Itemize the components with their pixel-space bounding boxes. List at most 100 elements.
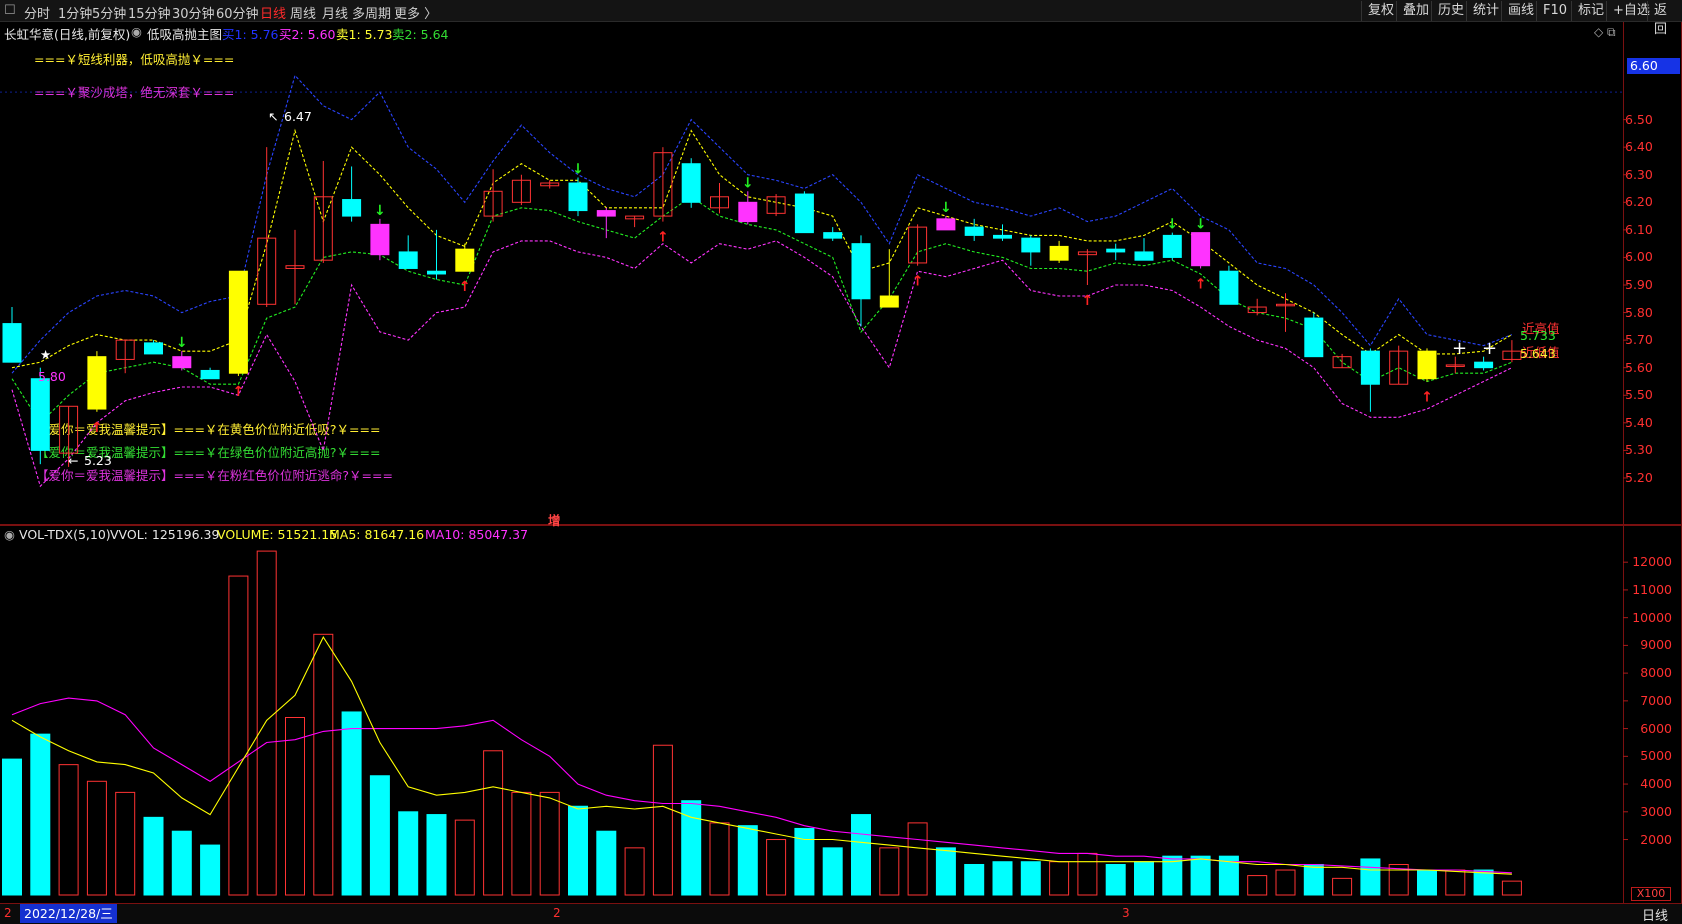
period-multi[interactable]: 多周期 — [352, 7, 392, 22]
candle-body — [851, 243, 871, 300]
volume-axis-tick: 7000 — [1640, 692, 1672, 708]
volume-axis-tick: 5000 — [1640, 748, 1672, 764]
candle-body — [766, 196, 786, 214]
volume-axis-tick: 12000 — [1632, 554, 1672, 570]
buy-arrow-icon: ↑ — [657, 230, 669, 246]
candle-body — [710, 196, 729, 209]
candle-body — [1191, 232, 1211, 267]
candle-body — [398, 251, 418, 269]
price-axis-tick: 5.70 — [1625, 332, 1653, 348]
annot-high: 6.47 — [284, 109, 312, 124]
indicator-toggle-icon[interactable]: ◉ — [131, 24, 142, 39]
annot-zeng: 增 — [548, 513, 561, 528]
candle-body — [879, 295, 899, 308]
volume-axis-tick: 10000 — [1632, 609, 1672, 625]
date-marker-3: 3 — [1122, 906, 1130, 920]
volume-value: VOLUME: 51521.15 — [217, 527, 338, 542]
sell-arrow-icon: ↓ — [176, 335, 188, 351]
readout-buy1: 买1: 5.76 — [222, 27, 279, 42]
sell-arrow-icon: ↓ — [742, 175, 754, 191]
tool-fanhui[interactable]: 返回 — [1647, 1, 1682, 37]
volume-axis-tick: 6000 — [1640, 720, 1672, 736]
volume-bar — [369, 775, 390, 896]
candle-body — [794, 193, 814, 234]
period-fenshi[interactable]: 分时 — [24, 7, 51, 22]
candle-body — [30, 378, 50, 451]
tool-biaoji[interactable]: 标记 — [1571, 1, 1610, 21]
volume-bar — [1134, 861, 1154, 896]
candle-body — [908, 226, 928, 264]
selected-date[interactable]: 2022/12/28/三 — [20, 904, 117, 923]
date-marker-2: 2 — [553, 906, 561, 920]
period-30min[interactable]: 30分钟 — [172, 7, 215, 22]
tool-diejia[interactable]: 叠加 — [1396, 1, 1435, 21]
volume-toggle-icon[interactable]: ◉ — [4, 527, 15, 542]
annot-low-arrow: ← — [68, 453, 79, 468]
period-15min[interactable]: 15分钟 — [128, 7, 171, 22]
price-axis-tick: 5.30 — [1625, 442, 1653, 458]
slogan-line-2: ===￥聚沙成塔，绝无深套￥=== — [34, 85, 235, 100]
sell-arrow-icon: ↓ — [940, 200, 952, 216]
price-axis-tick: 6.30 — [1625, 166, 1653, 182]
price-axis-tick: 6.10 — [1625, 221, 1653, 237]
volume-bar — [1020, 861, 1041, 896]
candle-body — [540, 182, 560, 187]
price-axis-tick: 5.90 — [1625, 277, 1653, 292]
tool-f10[interactable]: F10 — [1536, 1, 1573, 21]
volume-bar — [171, 830, 192, 896]
period-1min[interactable]: 1分钟 — [58, 7, 93, 22]
volume-bar — [1077, 852, 1098, 896]
indicator-name[interactable]: 低吸高抛主图 — [147, 27, 223, 42]
volume-bar — [539, 791, 560, 896]
volume-bar — [596, 830, 617, 896]
buy-arrow-icon: ↑ — [1421, 389, 1433, 405]
volume-bar — [1360, 858, 1381, 896]
sell-arrow-icon: ↓ — [572, 162, 584, 178]
candle-body — [1502, 350, 1522, 360]
tool-zixuan[interactable]: +自选 — [1606, 1, 1656, 21]
period-weekly[interactable]: 周线 — [290, 7, 317, 22]
candle-body — [59, 405, 79, 454]
buy-arrow-icon: ↑ — [1082, 293, 1094, 309]
tool-huaxian[interactable]: 画线 — [1501, 1, 1540, 21]
candle-body — [596, 210, 616, 217]
tool-lishi[interactable]: 历史 — [1431, 1, 1470, 21]
nav-back-icon[interactable]: ☐ — [4, 3, 16, 18]
volume-ma10-line — [11, 697, 1512, 874]
period-60min[interactable]: 60分钟 — [216, 7, 259, 22]
volume-ma10: MA10: 85047.37 — [425, 527, 529, 542]
candle-body — [455, 248, 475, 272]
volume-bar — [285, 717, 305, 896]
candle-body — [313, 196, 333, 261]
band-pink-line — [11, 240, 1513, 488]
stock-title[interactable]: 长虹华意(日线,前复权) — [4, 27, 131, 42]
price-axis-tick: 5.20 — [1625, 469, 1653, 485]
volume-title[interactable]: VOL-TDX(5,10) — [19, 527, 111, 542]
period-5min[interactable]: 5分钟 — [92, 7, 127, 22]
price-axis-tick: 6.40 — [1625, 139, 1653, 155]
tool-fuquan[interactable]: 复权 — [1361, 1, 1400, 21]
volume-bar — [483, 750, 504, 896]
volume-axis-tick: 4000 — [1640, 776, 1672, 792]
window-restore-icon[interactable]: ◇ ⧉ — [1594, 25, 1616, 39]
volume-bar — [256, 550, 277, 896]
period-more[interactable]: 更多 〉 — [394, 7, 438, 22]
period-monthly[interactable]: 月线 — [322, 7, 349, 22]
cycle-label[interactable]: 日线 — [1641, 909, 1668, 924]
tool-tongji[interactable]: 统计 — [1466, 1, 1505, 21]
volume-bar — [766, 839, 787, 896]
volume-bar — [681, 800, 702, 896]
volume-bar — [822, 847, 843, 896]
period-daily[interactable]: 日线 — [260, 7, 287, 22]
volume-bar — [709, 822, 730, 896]
volume-bar — [1105, 863, 1126, 896]
candle-body — [1219, 270, 1239, 305]
price-axis-tick: 6.00 — [1625, 249, 1653, 265]
volume-bar — [86, 780, 107, 896]
volume-bar — [794, 827, 815, 896]
buy-arrow-icon: ↑ — [1195, 276, 1207, 292]
hint-green: 【爱你＝爱我温馨提示】===￥在绿色价位附近高抛?￥=== — [36, 445, 381, 460]
candle-body — [1106, 248, 1126, 253]
candle-body — [1332, 356, 1352, 369]
